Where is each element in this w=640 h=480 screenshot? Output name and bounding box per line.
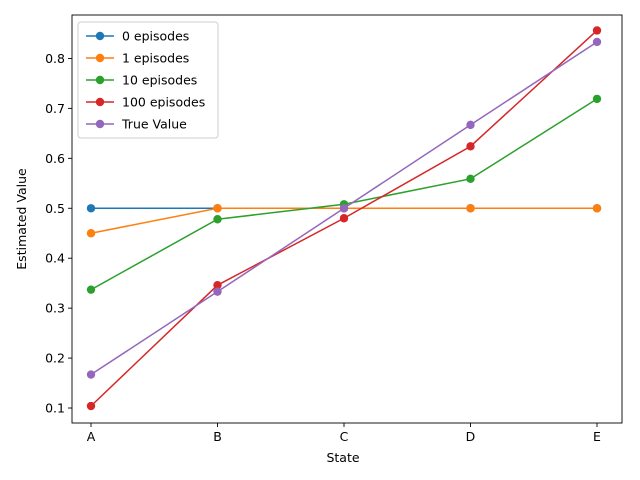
y-axis-label: Estimated Value <box>14 168 29 270</box>
legend-label: 1 episodes <box>122 51 189 66</box>
series-100-episodes <box>86 26 602 411</box>
data-point <box>339 204 349 213</box>
legend-swatch-marker <box>95 31 105 41</box>
axes-frame <box>71 14 623 424</box>
legend-label: 100 episodes <box>122 95 205 110</box>
y-tick-label: 0.6 <box>45 151 65 166</box>
legend-item: 10 episodes <box>86 73 197 88</box>
data-point <box>466 174 475 183</box>
y-tick-label: 0.3 <box>45 301 65 316</box>
data-point <box>592 37 602 47</box>
legend-swatch-marker <box>95 75 105 85</box>
legend-item: 100 episodes <box>86 95 205 110</box>
x-tick-label: B <box>213 429 222 444</box>
y-tick-label: 0.7 <box>45 101 65 116</box>
data-point <box>466 120 475 130</box>
x-tick-label: C <box>340 429 349 444</box>
legend-swatch-marker <box>95 97 105 107</box>
x-tick-label: D <box>466 429 476 444</box>
data-point <box>466 142 475 151</box>
legend-label: 0 episodes <box>122 29 189 44</box>
data-point <box>86 370 96 379</box>
data-point <box>466 204 475 213</box>
legend-swatch-marker <box>95 53 105 63</box>
axes: A B C D E 0.1 0.2 0.3 0.4 0.5 0.6 0.7 0.8 <box>45 14 623 444</box>
y-tick-label: 0.2 <box>45 351 65 366</box>
legend-swatch-marker <box>95 119 105 129</box>
data-point <box>213 280 222 290</box>
y-tick-label: 0.4 <box>45 251 65 266</box>
data-point <box>213 204 222 213</box>
data-point <box>592 26 602 35</box>
data-point <box>86 285 96 294</box>
data-point <box>339 214 349 223</box>
legend-box <box>77 21 219 139</box>
data-point <box>86 401 96 411</box>
data-point <box>213 287 222 296</box>
x-tick-label: E <box>593 429 601 444</box>
data-point <box>592 204 602 213</box>
data-point <box>213 215 222 224</box>
y-tick-label: 0.8 <box>45 51 65 66</box>
x-axis-label: State <box>326 450 359 465</box>
plot-area <box>86 26 602 411</box>
data-point <box>86 229 96 238</box>
legend-label: True Value <box>121 117 187 132</box>
legend: 0 episodes 1 episodes 10 episodes 100 episo… <box>77 21 219 139</box>
y-tick-label: 0.1 <box>45 401 65 416</box>
series-true-value <box>86 37 602 379</box>
data-point <box>86 204 96 213</box>
legend-item: 0 episodes <box>86 29 189 44</box>
x-tick-label: A <box>87 429 96 444</box>
data-point <box>592 94 602 104</box>
legend-label: 10 episodes <box>122 73 197 88</box>
y-tick-label: 0.5 <box>45 201 65 216</box>
legend-item: 1 episodes <box>86 51 189 66</box>
legend-item: True Value <box>86 117 187 132</box>
